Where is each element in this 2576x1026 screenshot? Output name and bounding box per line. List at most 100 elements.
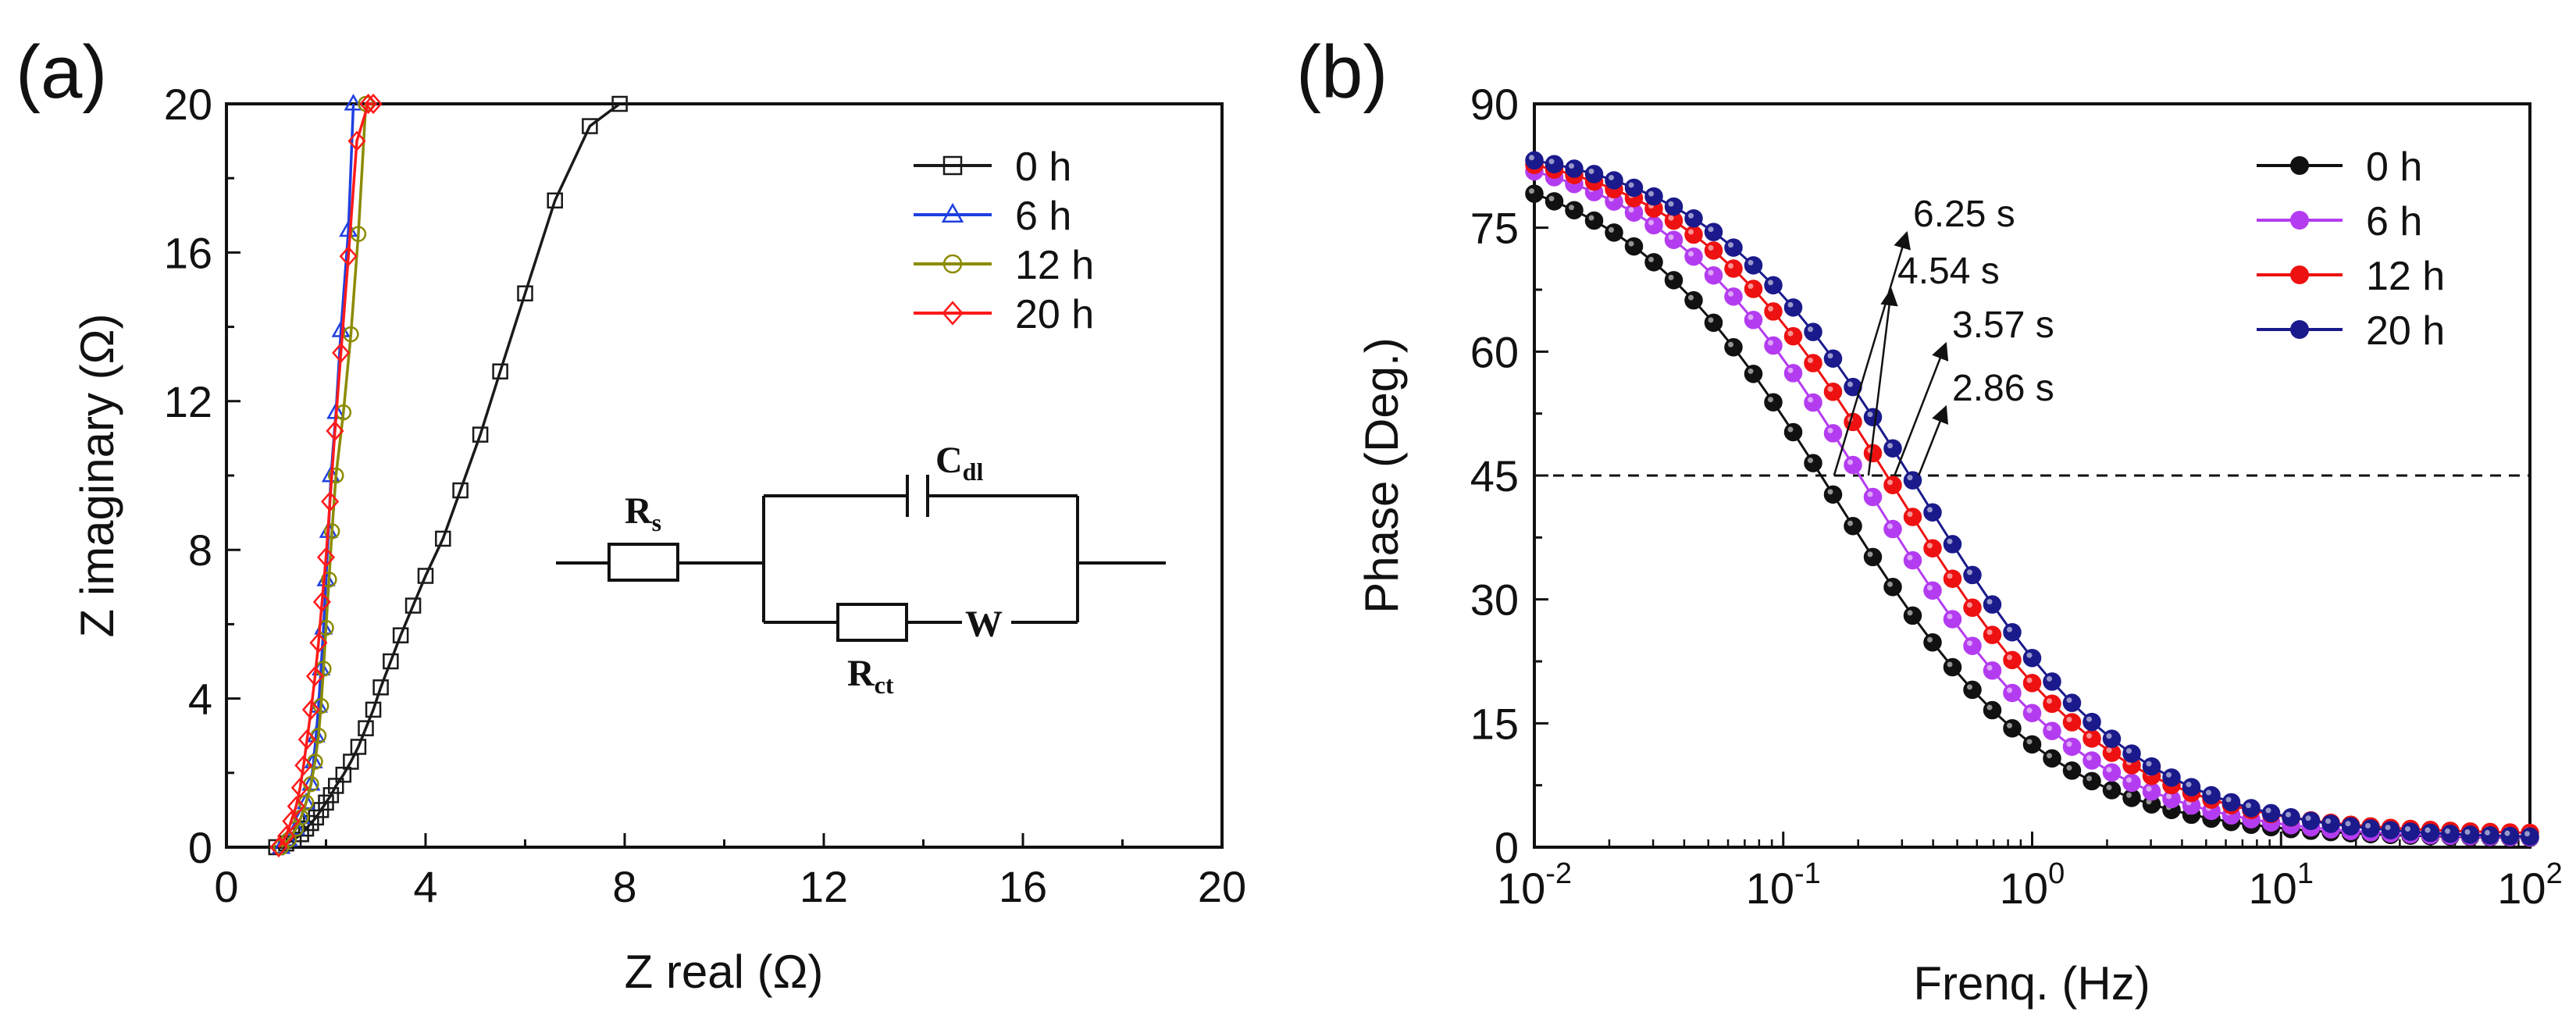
data-point-highlight-b <box>2265 807 2271 814</box>
data-point-highlight-b <box>1668 215 1674 221</box>
data-point-b <box>1525 151 1544 170</box>
data-point-b <box>1823 485 1843 504</box>
data-point-b <box>1624 237 1644 256</box>
data-point-highlight-b <box>1986 704 1993 711</box>
data-point-highlight-b <box>2007 626 2012 632</box>
legend-label-b: 12 h <box>2366 254 2445 299</box>
data-point-highlight-b <box>1648 191 1654 197</box>
data-point-a <box>305 665 325 687</box>
data-point-highlight-b <box>2007 654 2012 661</box>
x-tick-label-a: 12 <box>800 862 848 911</box>
data-point-highlight-b <box>2385 825 2391 831</box>
legend-label-b: 6 h <box>2366 199 2422 244</box>
data-point-highlight-b <box>1967 640 1972 647</box>
y-tick-label-a: 8 <box>188 525 212 575</box>
data-point-a <box>347 130 366 151</box>
data-point-highlight-b <box>2305 815 2311 821</box>
data-point-highlight-b <box>2286 811 2291 818</box>
data-point-b <box>2142 782 2161 801</box>
data-point-a <box>301 774 321 791</box>
data-point-b <box>2003 719 2022 738</box>
data-point-highlight-b <box>2066 716 2072 722</box>
data-point-b <box>1863 547 1883 567</box>
data-point-highlight-b <box>1748 314 1754 320</box>
data-point-b <box>1605 223 1623 242</box>
data-point-highlight-b <box>1768 340 1773 346</box>
data-point-a <box>359 93 378 115</box>
data-point-highlight-b <box>2186 782 2192 788</box>
data-point-highlight-b <box>1907 511 1913 518</box>
data-point-highlight-b <box>2485 829 2490 835</box>
data-point-highlight-b <box>1986 664 1993 671</box>
data-point-b <box>1783 326 1803 346</box>
data-point-b <box>2083 771 2101 791</box>
data-point-highlight-b <box>2146 761 2152 767</box>
data-point-b <box>2062 761 2082 780</box>
x-tick-label-b: 10-1 <box>1746 857 1821 913</box>
data-point-a <box>392 627 409 643</box>
data-point-highlight-b <box>2106 784 2112 790</box>
data-point-b <box>2321 814 2340 833</box>
data-point-highlight-b <box>1688 212 1694 219</box>
data-point-a <box>383 653 399 670</box>
data-point-highlight-b <box>1847 459 1853 465</box>
legend-marker-a <box>942 254 963 274</box>
data-point-a <box>472 426 489 443</box>
data-point-a <box>294 755 313 776</box>
data-point-b <box>1684 247 1703 266</box>
data-point-b <box>1764 393 1783 411</box>
data-point-b <box>1983 595 2002 614</box>
data-point-b <box>2242 799 2261 818</box>
data-point-a <box>323 523 340 540</box>
annotation-arrow <box>1918 404 1949 476</box>
data-point-b <box>2202 786 2221 805</box>
data-point-b <box>2003 683 2022 703</box>
data-point-highlight-b <box>2246 803 2251 809</box>
data-point-b <box>2062 713 2082 732</box>
data-point-b <box>2022 704 2042 722</box>
data-point-b <box>2043 694 2061 714</box>
data-point-b <box>2361 819 2380 838</box>
data-point-b <box>1664 197 1683 216</box>
data-point-b <box>1923 632 1942 652</box>
data-point-b <box>1923 539 1942 558</box>
data-point-a <box>343 326 359 343</box>
data-point-b <box>1744 311 1763 330</box>
data-point-b <box>1644 253 1663 272</box>
data-point-a <box>611 95 628 112</box>
data-point-b <box>2022 674 2042 693</box>
data-point-b <box>1883 578 1902 597</box>
data-point-highlight-b <box>1628 240 1634 247</box>
data-point-b <box>2003 622 2022 642</box>
data-point-highlight-b <box>1867 551 1873 558</box>
data-point-highlight-b <box>1728 341 1733 347</box>
y-tick-label-a: 12 <box>164 377 212 426</box>
data-point-b <box>1903 606 1922 625</box>
data-point-highlight-b <box>2405 826 2410 832</box>
x-tick-label-b: 102 <box>2497 857 2562 913</box>
data-point-highlight-b <box>1688 229 1694 235</box>
data-point-b <box>1565 159 1584 178</box>
data-point-highlight-b <box>1947 613 1953 619</box>
data-point-highlight-b <box>1569 163 1574 169</box>
data-point-highlight-b <box>1648 256 1654 262</box>
data-point-b <box>1704 241 1723 260</box>
data-point-highlight-b <box>1748 283 1754 290</box>
data-point-b <box>1844 455 1862 475</box>
x-tick-label-b: 100 <box>2000 857 2065 913</box>
annotation-arrow <box>1894 341 1949 476</box>
data-point-highlight-b <box>1668 274 1674 280</box>
legend-label-a: 0 h <box>1015 144 1071 190</box>
data-point-highlight-b <box>2445 828 2450 834</box>
data-point-b <box>2043 749 2061 768</box>
data-point-highlight-b <box>1887 523 1893 529</box>
y-tick-label-b: 15 <box>1470 699 1519 748</box>
annotation-label: 3.57 s <box>1952 305 2054 346</box>
data-point-highlight-b <box>1688 294 1694 301</box>
data-point-b <box>2460 825 2480 844</box>
data-point-highlight-b <box>2086 754 2092 761</box>
data-point-highlight-b <box>2166 793 2172 800</box>
data-point-b <box>1804 454 1822 472</box>
data-point-highlight-b <box>1728 263 1733 269</box>
data-point-a <box>582 118 598 134</box>
